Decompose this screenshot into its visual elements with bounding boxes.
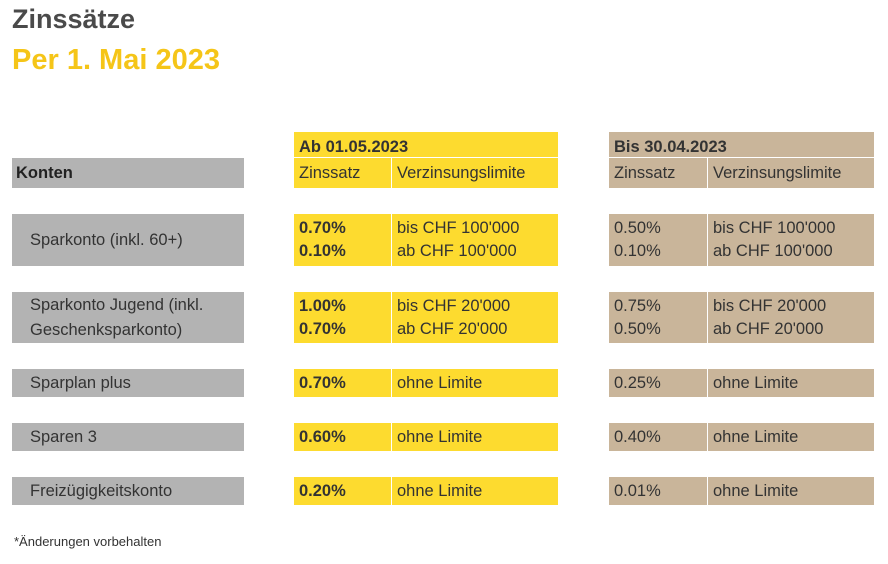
new-rate-cell: 0.60% bbox=[294, 423, 391, 451]
old-limit-cell: bis CHF 20'000 ab CHF 20'000 bbox=[707, 292, 874, 343]
new-limit-cell: ohne Limite bbox=[391, 423, 558, 451]
old-limit-cell-line: bis CHF 20'000 bbox=[713, 296, 827, 315]
new-rate-cell-line: 0.70% bbox=[299, 319, 346, 338]
account-label: Freizügigkeitskonto bbox=[12, 477, 244, 505]
new-limit-cell-line: ohne Limite bbox=[397, 427, 483, 446]
old-limit-cell: ohne Limite bbox=[707, 423, 874, 451]
old-rate-column-header: Zinssatz bbox=[609, 158, 707, 188]
new-rate-cell-line: 0.10% bbox=[299, 242, 346, 260]
old-rate-cell-line: 0.10% bbox=[614, 242, 661, 260]
old-limit-cell: ohne Limite bbox=[707, 477, 874, 505]
account-label: Sparkonto (inkl. 60+) bbox=[12, 214, 244, 266]
footnote: *Änderungen vorbehalten bbox=[14, 534, 162, 549]
old-limit-cell-line: ohne Limite bbox=[713, 481, 799, 500]
new-rate-cell-line: 0.70% bbox=[299, 219, 346, 237]
konten-header: Konten bbox=[12, 158, 244, 188]
new-limit-cell-line: ab CHF 100'000 bbox=[397, 242, 517, 260]
new-rate-cell: 0.70% bbox=[294, 369, 391, 397]
new-limit-cell: bis CHF 20'000 ab CHF 20'000 bbox=[391, 292, 558, 343]
old-limit-column-header: Verzinsungslimite bbox=[707, 158, 874, 188]
new-limit-cell-line: ohne Limite bbox=[397, 373, 483, 392]
old-rate-cell: 0.01% bbox=[609, 477, 707, 505]
new-limit-cell: bis CHF 100'000 ab CHF 100'000 bbox=[391, 214, 558, 266]
old-limit-cell: bis CHF 100'000 ab CHF 100'000 bbox=[707, 214, 874, 266]
old-rate-cell-line: 0.50% bbox=[614, 319, 661, 338]
account-label-line: Sparplan plus bbox=[30, 373, 131, 392]
old-limit-cell-line: ab CHF 20'000 bbox=[713, 319, 824, 338]
old-limit-cell: ohne Limite bbox=[707, 369, 874, 397]
old-limit-cell-line: bis CHF 100'000 bbox=[713, 219, 836, 237]
new-period-header: Ab 01.05.2023 bbox=[294, 132, 558, 157]
old-period-header: Bis 30.04.2023 bbox=[609, 132, 874, 157]
new-limit-cell-line: bis CHF 100'000 bbox=[397, 219, 520, 237]
old-rate-cell: 0.40% bbox=[609, 423, 707, 451]
page-subtitle: Per 1. Mai 2023 bbox=[12, 44, 220, 76]
new-limit-column-header: Verzinsungslimite bbox=[391, 158, 558, 188]
account-label-line: Freizügigkeitskonto bbox=[30, 481, 173, 500]
new-rate-cell: 0.20% bbox=[294, 477, 391, 505]
account-label: Sparen 3 bbox=[12, 423, 244, 451]
account-label-line: Sparkonto Jugend (inkl. bbox=[30, 295, 204, 314]
account-label-line: Sparen 3 bbox=[30, 427, 97, 446]
old-limit-cell-line: ab CHF 100'000 bbox=[713, 242, 833, 260]
new-limit-cell-line: bis CHF 20'000 bbox=[397, 296, 511, 315]
old-rate-cell-line: 0.25% bbox=[614, 373, 661, 392]
old-rate-cell: 0.50% 0.10% bbox=[609, 214, 707, 266]
new-limit-cell-line: ohne Limite bbox=[397, 481, 483, 500]
new-rate-column-header: Zinssatz bbox=[294, 158, 391, 188]
new-rate-cell: 1.00% 0.70% bbox=[294, 292, 391, 343]
new-limit-cell: ohne Limite bbox=[391, 477, 558, 505]
new-rate-cell-line: 0.20% bbox=[299, 481, 346, 500]
new-limit-cell: ohne Limite bbox=[391, 369, 558, 397]
old-rate-cell-line: 0.01% bbox=[614, 481, 661, 500]
new-rate-cell-line: 0.70% bbox=[299, 373, 346, 392]
new-rate-cell: 0.70% 0.10% bbox=[294, 214, 391, 266]
page-title: Zinssätze bbox=[12, 4, 136, 34]
account-label: Sparkonto Jugend (inkl. Geschenksparkonto… bbox=[12, 292, 244, 343]
new-limit-cell-line: ab CHF 20'000 bbox=[397, 319, 508, 338]
account-label-line: Sparkonto (inkl. 60+) bbox=[30, 230, 183, 249]
old-rate-cell: 0.25% bbox=[609, 369, 707, 397]
old-limit-cell-line: ohne Limite bbox=[713, 373, 799, 392]
old-rate-cell: 0.75% 0.50% bbox=[609, 292, 707, 343]
old-rate-cell-line: 0.50% bbox=[614, 219, 661, 237]
old-limit-cell-line: ohne Limite bbox=[713, 427, 799, 446]
new-rate-cell-line: 0.60% bbox=[299, 427, 346, 446]
old-rate-cell-line: 0.75% bbox=[614, 296, 661, 315]
new-rate-cell-line: 1.00% bbox=[299, 296, 346, 315]
account-label-line: Geschenksparkonto) bbox=[30, 320, 183, 339]
account-label: Sparplan plus bbox=[12, 369, 244, 397]
old-rate-cell-line: 0.40% bbox=[614, 427, 661, 446]
